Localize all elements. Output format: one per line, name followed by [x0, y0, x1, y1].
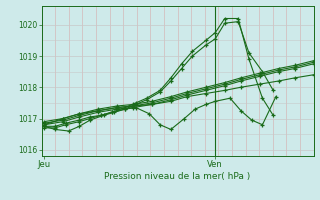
X-axis label: Pression niveau de la mer( hPa ): Pression niveau de la mer( hPa ) [104, 172, 251, 181]
